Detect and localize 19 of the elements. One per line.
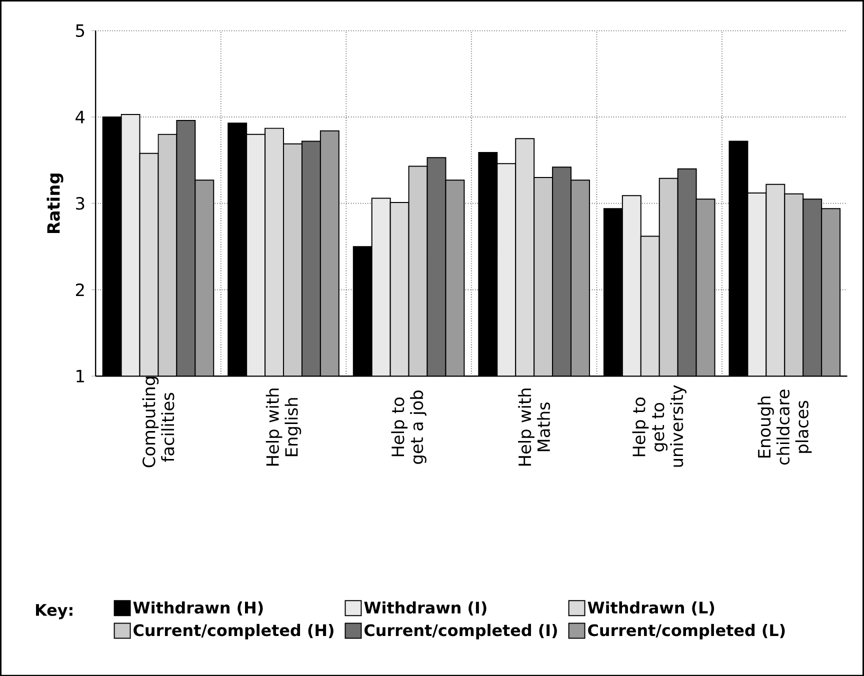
x-tick-label: Computing facilities bbox=[142, 376, 174, 468]
legend-label: Withdrawn (I) bbox=[364, 601, 486, 616]
x-tick-label: Enough childcare places bbox=[758, 390, 812, 464]
x-tick-label: Help to get to university bbox=[632, 384, 686, 467]
y-tick-label: 2 bbox=[76, 283, 84, 296]
y-tick-label: 4 bbox=[76, 110, 85, 124]
legend-title: Key: bbox=[36, 604, 72, 620]
y-tick-label: 5 bbox=[76, 24, 84, 37]
y-axis-title: Rating bbox=[46, 173, 64, 233]
y-tick-label: 3 bbox=[76, 196, 84, 210]
legend-label: Withdrawn (H) bbox=[133, 601, 263, 616]
legend-label: Withdrawn (L) bbox=[588, 601, 714, 616]
x-tick-label: Help with English bbox=[266, 388, 302, 466]
legend-label: Current/completed (H) bbox=[134, 624, 334, 640]
legend-label: Current/completed (I) bbox=[364, 624, 557, 640]
x-tick-label: Help with Maths bbox=[518, 388, 550, 466]
legend-label: Current/completed (L) bbox=[588, 624, 785, 640]
y-tick-label: 1 bbox=[76, 370, 84, 382]
x-tick-label: Help to get a job bbox=[391, 390, 426, 464]
